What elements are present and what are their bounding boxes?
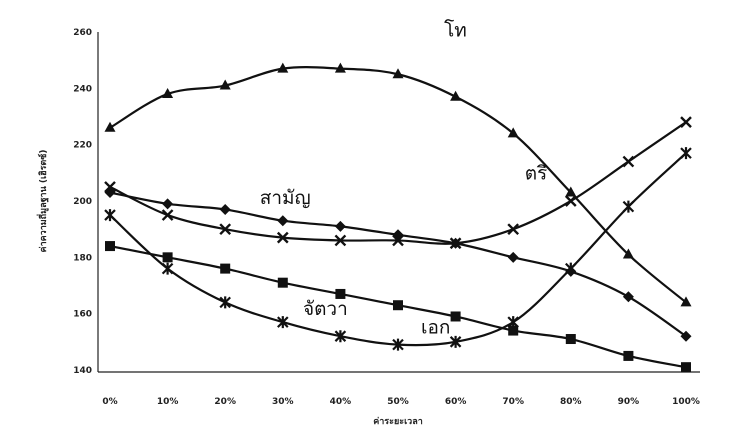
data-point [680,296,692,307]
data-point [622,155,635,168]
data-point [622,200,635,213]
data-point [335,288,346,299]
data-point [219,79,231,90]
x-tick-label: 50% [387,397,409,407]
data-point [392,338,404,351]
data-point [219,223,232,236]
y-tick-label: 140 [73,366,92,376]
x-axis-title: ค่าระยะเวลา [373,416,423,427]
series-name-label: สามัญ [260,187,311,209]
x-tick-label: 70% [502,397,524,407]
chart-axes [97,32,700,373]
data-point [565,334,576,345]
series-4 [105,241,691,373]
y-axis-title: ค่าความถี่มูลฐาน (เฮิรตซ์) [36,150,49,253]
data-point [507,127,519,138]
x-tick-label: 0% [102,397,117,407]
data-point [161,262,174,275]
data-point [162,87,174,98]
x-tick-label: 20% [214,397,236,407]
data-point [680,116,692,128]
data-point [622,291,634,303]
data-point [334,220,346,232]
data-point [161,209,174,221]
x-tick-label: 90% [618,397,640,407]
data-point [277,215,289,227]
data-point [334,234,347,247]
data-point [450,311,461,322]
x-tick-label: 60% [445,397,467,407]
data-point [277,316,289,329]
data-point [680,330,692,342]
data-point [565,262,577,275]
series-2 [104,187,692,342]
series-name-label: โท [444,18,467,41]
data-point [393,300,403,311]
y-tick-label: 160 [73,310,92,320]
y-tick-labels: 140 160 180 200 220 240 260 [73,28,92,376]
x-tick-label: 80% [560,397,582,407]
data-point [162,198,174,210]
data-point [507,251,519,263]
data-point [450,90,462,101]
data-point [392,234,404,247]
x-tick-label: 10% [157,397,179,407]
y-tick-label: 240 [73,84,92,94]
data-point [680,147,692,160]
data-point [277,277,288,288]
series-name-label: ตรี [525,163,548,185]
data-point [334,330,347,343]
data-point [276,231,289,244]
data-point [104,209,116,222]
x-tick-label: 100% [672,397,700,407]
data-point [508,325,519,336]
data-point [219,203,231,215]
data-point [219,296,231,309]
y-tick-label: 220 [73,141,92,151]
series-name-label: เอก [421,317,450,339]
series-5 [104,147,692,351]
data-point [162,252,173,263]
series-layer [104,62,692,373]
x-tick-labels: 0% 10% 20% 30% 40% 50% 60% 70% 80% 90% 100% [102,397,700,407]
data-point [449,237,462,250]
data-point [392,68,404,79]
data-point [277,62,289,73]
data-point [564,195,577,207]
data-point [622,248,634,259]
data-point [565,186,577,197]
data-point [334,62,346,73]
data-point [449,335,462,348]
y-tick-label: 260 [73,28,92,38]
y-tick-label: 200 [73,197,92,207]
data-point [507,223,520,236]
data-point [105,241,115,252]
data-point [623,350,634,361]
series-1 [104,62,692,307]
y-tick-label: 180 [73,253,92,263]
series-line [108,66,688,304]
x-tick-label: 30% [272,397,294,407]
series-name-label: จัตวา [303,298,348,320]
x-tick-label: 40% [330,397,352,407]
data-point [507,316,519,329]
series-line [108,191,688,338]
data-point [104,181,116,193]
data-point [681,362,691,373]
series-3 [104,116,692,250]
data-point [220,263,231,274]
data-point [104,121,116,132]
data-point [392,229,404,241]
